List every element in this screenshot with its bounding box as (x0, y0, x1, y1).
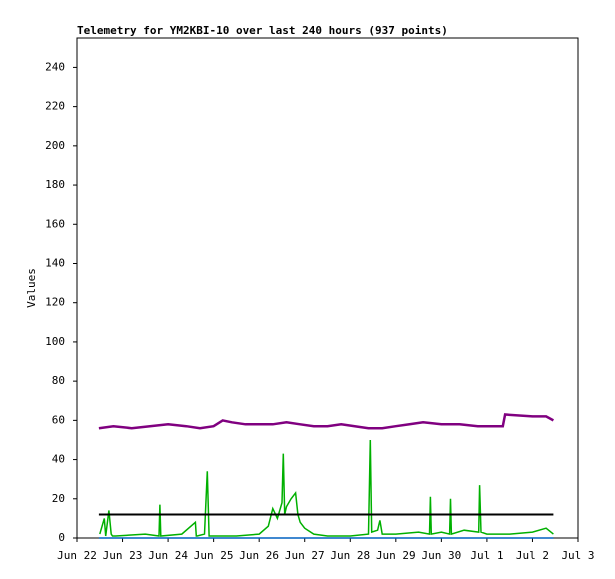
y-tick-label: 180 (45, 178, 65, 191)
y-tick-label: 60 (52, 413, 65, 426)
x-tick-label: Jun 22 (57, 549, 97, 562)
x-tick-label: Jul 2 (516, 549, 549, 562)
plot-frame (76, 37, 579, 539)
series-line (99, 439, 554, 537)
x-tick-label: Jun 24 (148, 549, 188, 562)
y-tick-label: 160 (45, 217, 65, 230)
y-tick-label: 240 (45, 60, 65, 73)
y-tick-label: 20 (52, 492, 65, 505)
x-tick-label: Jul 3 (561, 549, 594, 562)
y-tick-label: 0 (58, 531, 65, 544)
y-tick-label: 100 (45, 335, 65, 348)
x-tick-label: Jun 30 (421, 549, 461, 562)
y-tick-label: 120 (45, 296, 65, 309)
x-tick-label: Jul 1 (470, 549, 503, 562)
x-tick-label: Jun 23 (103, 549, 143, 562)
x-tick-label: Jun 25 (194, 549, 234, 562)
x-tick-label: Jun 26 (239, 549, 279, 562)
y-tick-label: 220 (45, 100, 65, 113)
y-tick-label: 140 (45, 256, 65, 269)
y-tick-label: 80 (52, 374, 65, 387)
series-line (98, 413, 555, 430)
y-axis-label: Values (25, 268, 38, 308)
chart-title: Telemetry for YM2KBI-10 over last 240 ho… (77, 24, 448, 37)
x-tick-label: Jun 28 (330, 549, 370, 562)
y-tick-label: 200 (45, 139, 65, 152)
x-tick-label: Jun 27 (285, 549, 325, 562)
x-tick-label: Jun 29 (376, 549, 416, 562)
y-tick-label: 40 (52, 453, 65, 466)
